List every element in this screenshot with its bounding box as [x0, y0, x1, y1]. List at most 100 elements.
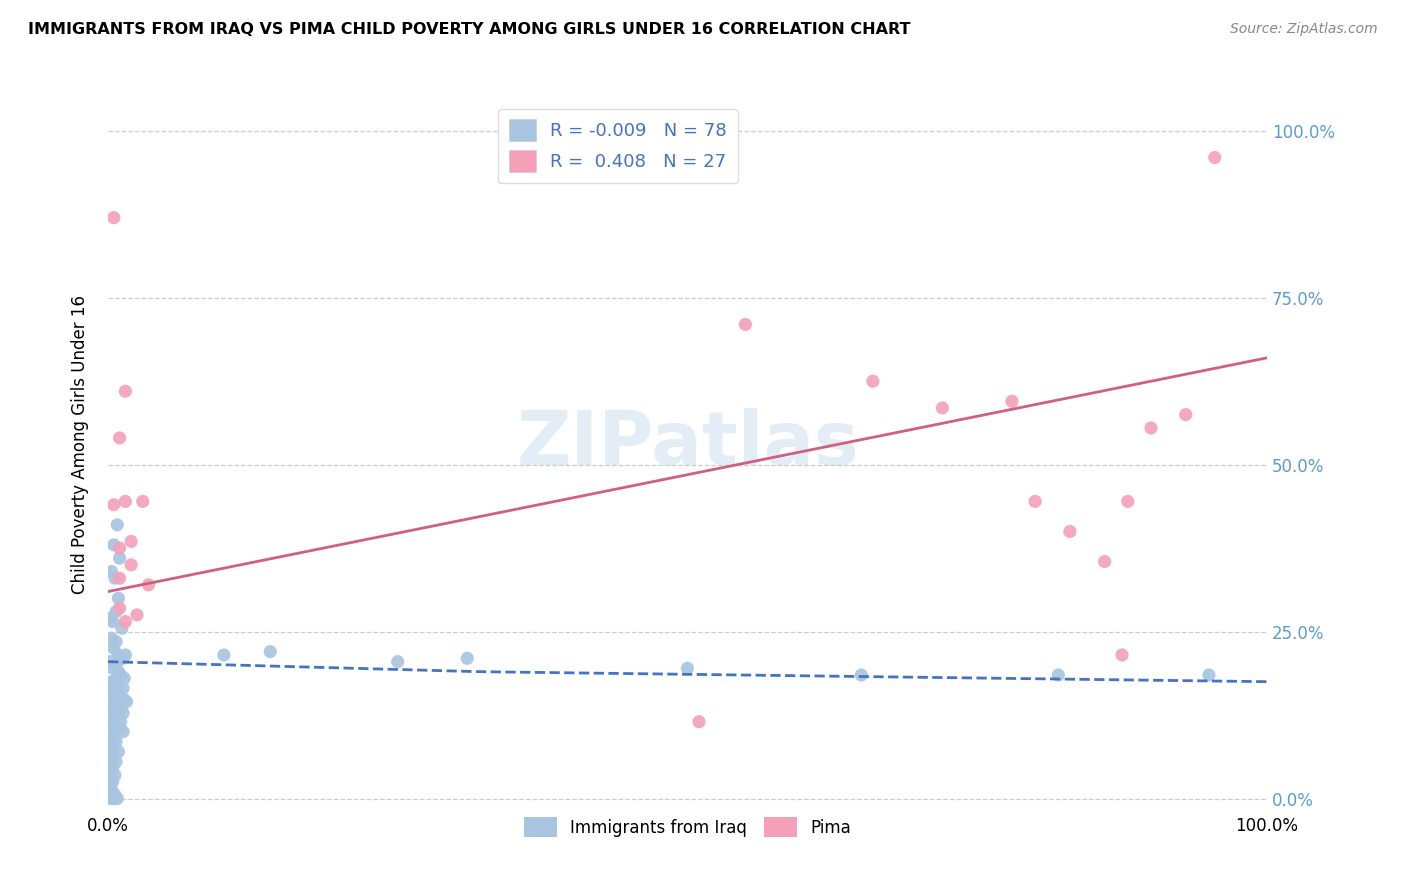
Point — [110, 668, 132, 682]
Point — [98, 738, 121, 752]
Point — [676, 661, 699, 675]
Point — [104, 788, 127, 802]
Point — [105, 791, 128, 805]
Y-axis label: Child Poverty Among Girls Under 16: Child Poverty Among Girls Under 16 — [72, 295, 89, 594]
Point — [1198, 668, 1220, 682]
Point — [108, 571, 131, 585]
Point — [101, 741, 124, 756]
Point — [98, 778, 121, 792]
Text: Source: ZipAtlas.com: Source: ZipAtlas.com — [1230, 22, 1378, 37]
Point — [259, 645, 281, 659]
Point — [120, 534, 142, 549]
Point — [98, 655, 121, 669]
Point — [108, 551, 131, 566]
Point — [107, 688, 129, 702]
Point — [105, 678, 128, 692]
Point — [98, 728, 121, 742]
Point — [101, 661, 124, 675]
Point — [387, 655, 409, 669]
Point — [98, 764, 121, 779]
Point — [101, 615, 124, 629]
Point — [105, 735, 128, 749]
Point — [101, 751, 124, 765]
Point — [114, 494, 136, 508]
Point — [107, 665, 129, 679]
Legend: Immigrants from Iraq, Pima: Immigrants from Iraq, Pima — [517, 810, 858, 844]
Point — [107, 705, 129, 719]
Point — [114, 615, 136, 629]
Point — [101, 785, 124, 799]
Point — [112, 651, 135, 665]
Point — [103, 641, 125, 656]
Point — [115, 695, 138, 709]
Point — [1204, 151, 1226, 165]
Point — [98, 781, 121, 796]
Point — [104, 571, 127, 585]
Point — [110, 691, 132, 706]
Point — [112, 692, 135, 706]
Point — [1024, 494, 1046, 508]
Point — [105, 517, 128, 532]
Point — [1174, 408, 1197, 422]
Point — [1140, 421, 1163, 435]
Point — [108, 431, 131, 445]
Point — [1116, 494, 1139, 508]
Point — [107, 745, 129, 759]
Point — [851, 668, 873, 682]
Point — [1111, 648, 1133, 662]
Point — [456, 651, 478, 665]
Point — [862, 374, 884, 388]
Point — [105, 634, 128, 648]
Point — [100, 674, 122, 689]
Point — [98, 684, 121, 698]
Point — [688, 714, 710, 729]
Point — [112, 706, 135, 720]
Point — [138, 578, 160, 592]
Point — [103, 211, 125, 225]
Point — [101, 774, 124, 789]
Point — [120, 558, 142, 572]
Point — [105, 605, 128, 619]
Point — [101, 719, 124, 733]
Point — [1059, 524, 1081, 539]
Point — [105, 658, 128, 673]
Point — [104, 690, 127, 704]
Point — [103, 674, 125, 689]
Point — [734, 318, 756, 332]
Point — [101, 731, 124, 746]
Point — [98, 698, 121, 712]
Point — [98, 708, 121, 723]
Point — [98, 611, 121, 625]
Point — [107, 722, 129, 736]
Point — [98, 788, 121, 802]
Point — [101, 699, 124, 714]
Point — [98, 791, 121, 805]
Point — [132, 494, 155, 508]
Point — [105, 755, 128, 769]
Point — [108, 601, 131, 615]
Point — [100, 632, 122, 646]
Point — [1001, 394, 1024, 409]
Text: ZIPatlas: ZIPatlas — [516, 409, 859, 481]
Point — [101, 686, 124, 700]
Point — [112, 724, 135, 739]
Point — [105, 701, 128, 715]
Point — [101, 788, 124, 802]
Point — [1047, 668, 1070, 682]
Point — [110, 714, 132, 729]
Point — [212, 648, 235, 662]
Point — [114, 384, 136, 399]
Point — [98, 772, 121, 786]
Point — [98, 758, 121, 772]
Point — [103, 538, 125, 552]
Point — [100, 565, 122, 579]
Point — [104, 791, 127, 805]
Point — [107, 591, 129, 606]
Point — [103, 711, 125, 725]
Point — [98, 718, 121, 732]
Text: IMMIGRANTS FROM IRAQ VS PIMA CHILD POVERTY AMONG GIRLS UNDER 16 CORRELATION CHAR: IMMIGRANTS FROM IRAQ VS PIMA CHILD POVER… — [28, 22, 911, 37]
Point — [125, 607, 148, 622]
Point — [103, 498, 125, 512]
Point — [101, 762, 124, 776]
Point — [114, 648, 136, 662]
